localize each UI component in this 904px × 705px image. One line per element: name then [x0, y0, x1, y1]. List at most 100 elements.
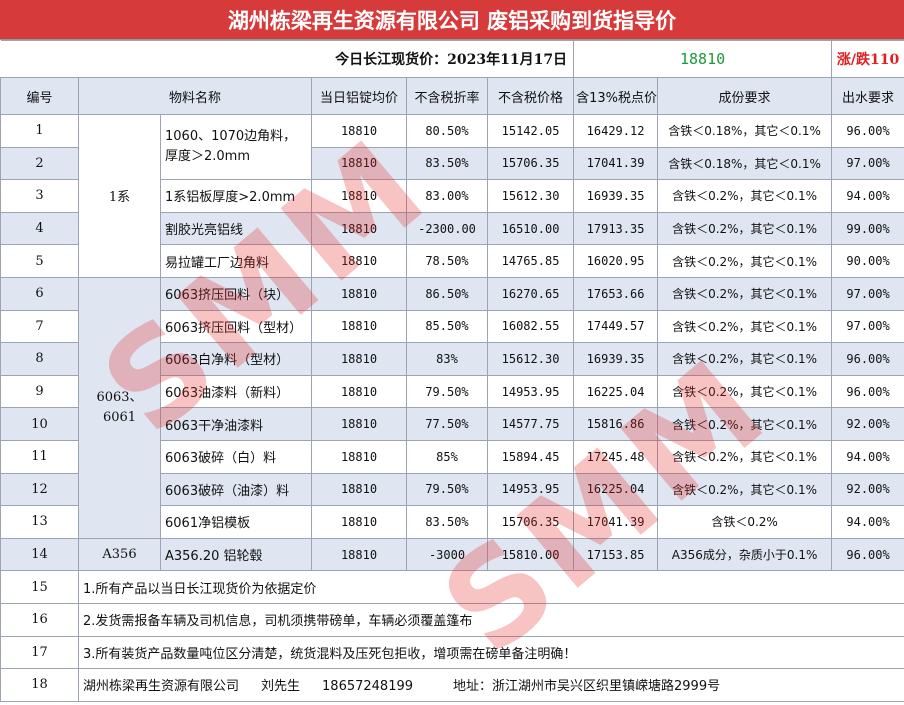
ex-tax-price: 15612.30: [486, 342, 575, 376]
material-name: 6063干净油漆料: [160, 407, 312, 441]
avg-price: 18810: [311, 342, 407, 376]
composition-req: 含铁＜0.2%，其它＜0.1%: [657, 342, 833, 376]
avg-price: 18810: [311, 146, 407, 181]
row-no: 1: [0, 114, 79, 148]
water-req: 96.00%: [831, 374, 904, 409]
row-no: 8: [0, 342, 79, 376]
material-name: 割胶光亮铝线: [160, 211, 312, 246]
composition-req: 含铁＜0.2%: [657, 505, 833, 539]
group-1-label: 1系: [78, 114, 161, 278]
group-3-label: A356: [78, 537, 161, 572]
table-row: 8 6063白净料（型材） 18810 83% 15612.30 16939.3…: [0, 342, 904, 376]
table-row: 6 6063、6061 6063挤压回料（块） 18810 86.50% 162…: [0, 276, 904, 539]
row-no: 2: [0, 146, 79, 181]
ex-tax-price: 14765.85: [486, 244, 575, 278]
material-name: 6063破碎（白）料: [160, 439, 312, 474]
water-req: 97.00%: [831, 276, 904, 311]
water-req: 96.00%: [831, 537, 904, 572]
ex-tax-price: 15142.05: [486, 114, 575, 148]
table-row: 9 6063油漆料（新料） 18810 79.50% 14953.95 1622…: [0, 374, 904, 409]
water-req: 97.00%: [831, 146, 904, 181]
note-row: 16 2.发货需报备车辆及司机信息，司机须携带磅单，车辆必须覆盖篷布: [0, 602, 904, 637]
header-ex-tax: 不含税价格: [486, 77, 575, 115]
discount-rate: 79.50%: [406, 472, 488, 507]
water-req: 92.00%: [831, 407, 904, 441]
discount-rate: 77.50%: [406, 407, 488, 441]
price-change: 涨/跌110: [831, 40, 904, 78]
price-table: 今日长江现货价：2023年11月17日 18810 涨/跌110 编号 物料名称…: [0, 40, 904, 702]
company-address: 地址：浙江湖州市吴兴区织里镇嵘塘路2999号: [453, 679, 721, 695]
avg-price: 18810: [311, 211, 407, 246]
ex-tax-price: 15810.00: [486, 537, 575, 572]
inc-tax-price: 17041.39: [573, 146, 659, 181]
composition-req: 含铁＜0.18%，其它＜0.1%: [657, 146, 833, 181]
row-no: 11: [0, 439, 79, 474]
discount-rate: -2300.00: [406, 211, 488, 246]
avg-price: 18810: [311, 114, 407, 148]
composition-req: 含铁＜0.18%，其它＜0.1%: [657, 114, 833, 148]
avg-price: 18810: [311, 179, 407, 213]
ex-tax-price: 14953.95: [486, 472, 575, 507]
composition-req: 含铁＜0.2%，其它＜0.1%: [657, 309, 833, 344]
row-no: 6: [0, 276, 79, 311]
discount-rate: -3000: [406, 537, 488, 572]
contact-phone: 18657248199: [322, 679, 414, 695]
inc-tax-price: 16429.12: [573, 114, 659, 148]
table-row: 10 6063干净油漆料 18810 77.50% 14577.75 15816…: [0, 407, 904, 441]
header-avg: 当日铝锭均价: [311, 77, 407, 115]
material-name: 1060、1070边角料，厚度＞2.0mm: [160, 113, 312, 181]
row-no: 3: [0, 179, 79, 213]
composition-req: A356成分，杂质小于0.1%: [657, 537, 833, 572]
inc-tax-price: 16939.35: [573, 179, 659, 213]
note-row: 15 1.所有产品以当日长江现货价为依据定价: [0, 570, 904, 604]
material-name: 6063挤压回料（块）: [160, 276, 312, 311]
row-no: 16: [0, 602, 79, 637]
ex-tax-price: 16270.65: [486, 276, 575, 311]
ex-tax-price: 15612.30: [486, 179, 575, 213]
discount-rate: 86.50%: [406, 276, 488, 311]
table-row: 7 6063挤压回料（型材） 18810 85.50% 16082.55 174…: [0, 309, 904, 344]
discount-rate: 78.50%: [406, 244, 488, 278]
composition-req: 含铁＜0.2%，其它＜0.1%: [657, 407, 833, 441]
avg-price: 18810: [311, 374, 407, 409]
avg-price: 18810: [311, 407, 407, 441]
composition-req: 含铁＜0.2%，其它＜0.1%: [657, 472, 833, 507]
header-inc-tax: 含13%税点价: [573, 77, 659, 115]
header-composition: 成份要求: [657, 77, 833, 115]
inc-tax-price: 16020.95: [573, 244, 659, 278]
row-no: 4: [0, 211, 79, 246]
table-row: 14 A356 A356.20 铝轮毂 18810 -3000 15810.00…: [0, 537, 904, 572]
material-name: 6063白净料（型材）: [160, 342, 312, 376]
table-row: 2 18810 83.50% 15706.35 17041.39 含铁＜0.18…: [0, 146, 904, 181]
inc-tax-price: 16939.35: [573, 342, 659, 376]
discount-rate: 79.50%: [406, 374, 488, 409]
table-row: 1 1系 1060、1070边角料，厚度＞2.0mm 18810 80.50% …: [0, 113, 904, 278]
inc-tax-price: 15816.86: [573, 407, 659, 441]
composition-req: 含铁＜0.2%，其它＜0.1%: [657, 179, 833, 213]
row-no: 5: [0, 244, 79, 278]
inc-tax-price: 17449.57: [573, 309, 659, 344]
water-req: 96.00%: [831, 114, 904, 148]
ex-tax-price: 15894.45: [486, 439, 575, 474]
avg-price: 18810: [311, 537, 407, 572]
inc-tax-price: 17913.35: [573, 211, 659, 246]
table-row: 12 6063破碎（油漆）料 18810 79.50% 14953.95 162…: [0, 472, 904, 507]
row-no: 15: [0, 570, 79, 604]
header-material: 物料名称: [78, 77, 312, 115]
discount-rate: 83.00%: [406, 179, 488, 213]
material-name: 6063破碎（油漆）料: [160, 472, 312, 507]
spot-price-label: 今日长江现货价：2023年11月17日: [0, 40, 575, 78]
table-row: 11 6063破碎（白）料 18810 85% 15894.45 17245.4…: [0, 439, 904, 474]
contact-row: 18 湖州栋梁再生资源有限公司 刘先生 18657248199 地址：浙江湖州市吴兴区…: [0, 668, 904, 702]
water-req: 92.00%: [831, 472, 904, 507]
avg-price: 18810: [311, 505, 407, 539]
material-name: 1系铝板厚度>2.0mm: [160, 179, 312, 213]
composition-req: 含铁＜0.2%，其它＜0.1%: [657, 439, 833, 474]
material-name: 易拉罐工厂边角料: [160, 244, 312, 278]
header-water: 出水要求: [831, 77, 904, 115]
row-no: 7: [0, 309, 79, 344]
avg-price: 18810: [311, 276, 407, 311]
row-no: 18: [0, 668, 79, 702]
material-name: A356.20 铝轮毂: [160, 537, 312, 572]
discount-rate: 85.50%: [406, 309, 488, 344]
